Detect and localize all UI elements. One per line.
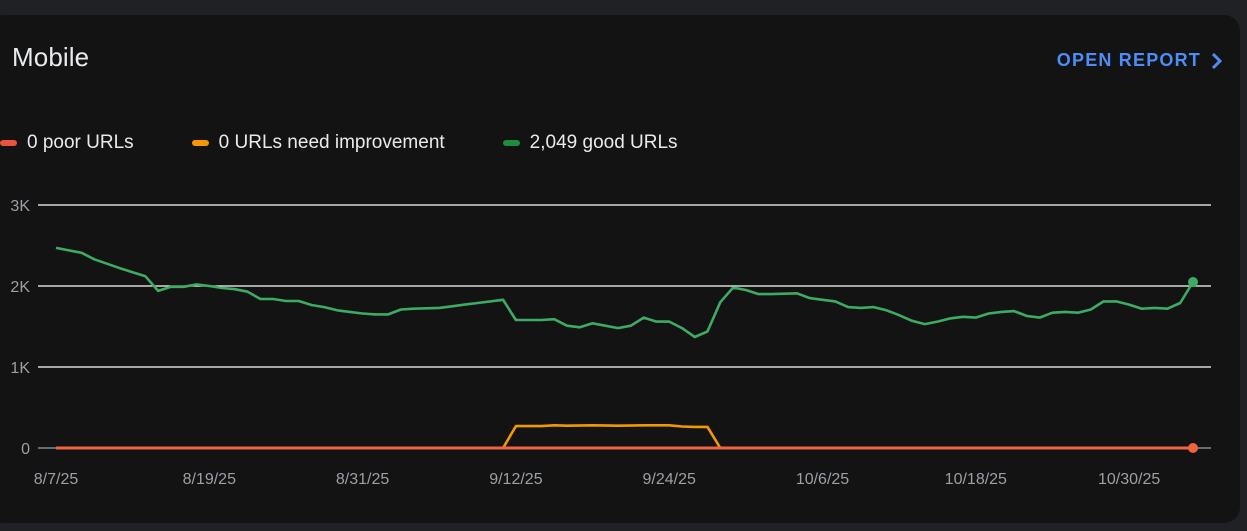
x-tick-label: 8/7/25: [34, 471, 79, 488]
legend-swatch-needs-improvement: [191, 140, 209, 146]
x-axis-labels: 8/7/25 8/19/25 8/31/25 9/12/25 9/24/25 10/6/2…: [34, 471, 1161, 488]
mobile-card: [0, 15, 1240, 523]
x-tick-label: 10/6/25: [796, 471, 849, 488]
y-tick-label: 2K: [10, 279, 30, 296]
x-tick-label: 8/19/25: [183, 471, 236, 488]
series-end-marker[interactable]: [1188, 277, 1198, 288]
y-tick-label: 1K: [10, 360, 30, 377]
chevron-right-icon: [1211, 52, 1223, 70]
legend-label-needs-improvement: 0 URLs need improvement: [218, 132, 445, 153]
x-tick-label: 10/18/25: [945, 471, 1007, 488]
legend-item-poor[interactable]: 0 poor URLs: [0, 132, 134, 154]
legend-swatch-good: [502, 140, 520, 146]
x-tick-label: 10/30/25: [1098, 471, 1160, 488]
open-report-button[interactable]: OPEN REPORT: [1057, 50, 1223, 71]
series-end-marker[interactable]: [1188, 443, 1198, 453]
card-title: Mobile: [12, 42, 90, 72]
chart-legend: 0 poor URLs 0 URLs need improvement 2,04…: [0, 132, 736, 154]
legend-label-poor: 0 poor URLs: [27, 132, 134, 153]
y-axis-labels: 3K 2K 1K 0: [10, 198, 30, 458]
y-tick-label: 0: [21, 441, 30, 458]
legend-label-good: 2,049 good URLs: [529, 132, 678, 153]
legend-swatch-poor: [0, 140, 17, 146]
x-tick-label: 9/24/25: [643, 471, 696, 488]
x-tick-label: 9/12/25: [489, 471, 542, 488]
series-line-urls-need-improvement: [56, 423, 1193, 450]
y-tick-label: 3K: [10, 198, 30, 215]
legend-item-good[interactable]: 2,049 good URLs: [502, 132, 678, 154]
chart-series: [55, 246, 1198, 453]
open-report-label: OPEN REPORT: [1056, 50, 1201, 70]
series-line-good-urls: [55, 246, 1195, 339]
legend-item-needs-improvement[interactable]: 0 URLs need improvement: [191, 132, 445, 154]
x-tick-label: 8/31/25: [336, 471, 389, 488]
